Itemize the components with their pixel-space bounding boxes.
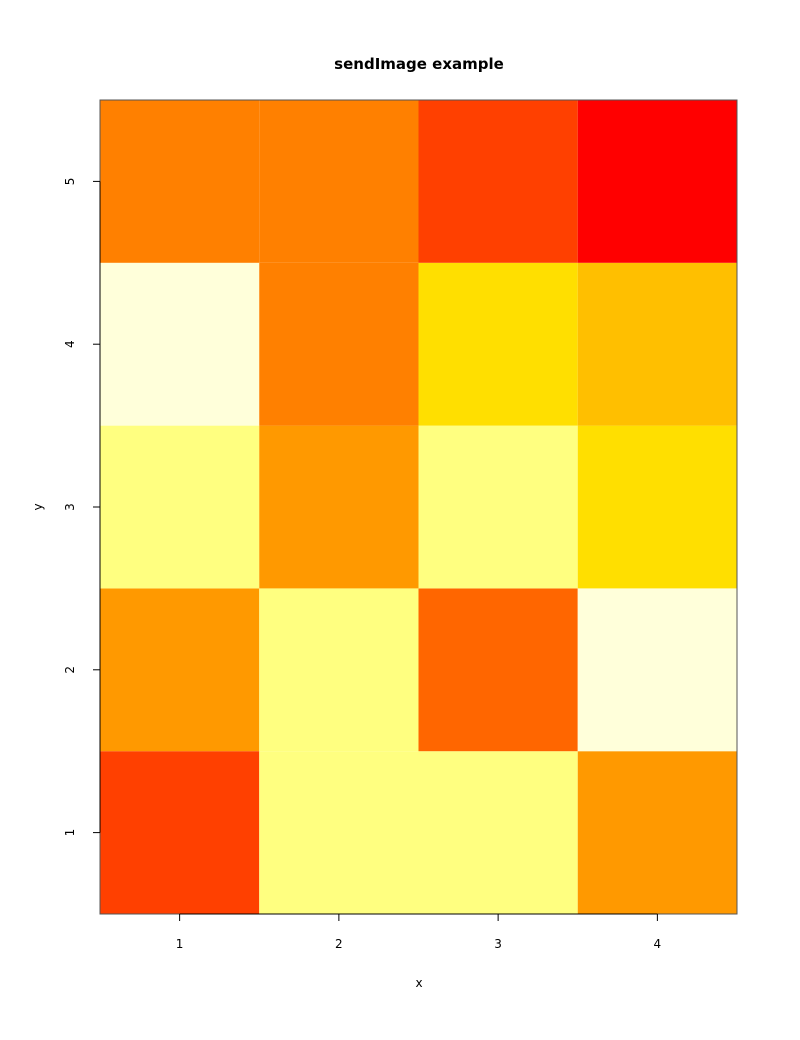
heatmap-cell-x2-y3 [259,425,419,589]
heatmap-cell-x1-y1 [100,751,260,914]
heatmap-cell-x3-y3 [418,425,578,589]
heatmap-cell-x4-y1 [577,751,737,914]
y-tick-label: 4 [63,340,77,348]
y-tick-label: 2 [63,666,77,674]
heatmap-cell-x1-y2 [100,588,260,752]
heatmap-cell-x4-y5 [577,100,737,263]
chart-title: sendImage example [334,55,504,73]
heatmap-cells [100,100,737,914]
heatmap-cell-x1-y3 [100,425,260,589]
y-axis-label: y [31,503,45,510]
heatmap-cell-x4-y4 [577,262,737,426]
heatmap-cell-x2-y4 [259,262,419,426]
heatmap-cell-x4-y2 [577,588,737,752]
x-tick-label: 2 [335,937,343,951]
heatmap-cell-x2-y5 [259,100,419,263]
heatmap-cell-x1-y5 [100,100,260,263]
x-tick-label: 4 [654,937,662,951]
heatmap-cell-x2-y2 [259,588,419,752]
heatmap-cell-x2-y1 [259,751,419,914]
heatmap-cell-x1-y4 [100,262,260,426]
heatmap-cell-x3-y1 [418,751,578,914]
y-axis: 1 2 3 4 5 [63,178,101,837]
heatmap-cell-x3-y5 [418,100,578,263]
heatmap-cell-x3-y4 [418,262,578,426]
x-tick-label: 1 [176,937,184,951]
y-tick-label: 1 [63,829,77,837]
x-axis: 1 2 3 4 [176,913,662,951]
y-tick-label: 3 [63,503,77,511]
heatmap-cell-x3-y2 [418,588,578,752]
y-tick-label: 5 [63,178,77,186]
x-tick-label: 3 [494,937,502,951]
heatmap-cell-x4-y3 [577,425,737,589]
x-axis-label: x [415,976,422,990]
